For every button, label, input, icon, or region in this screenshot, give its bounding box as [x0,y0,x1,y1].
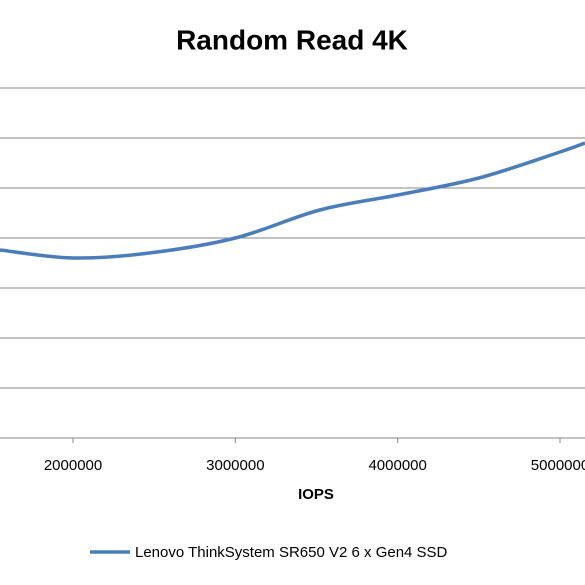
x-tick-label: 3000000 [206,457,264,474]
legend-label: Lenovo ThinkSystem SR650 V2 6 x Gen4 SSD [135,544,448,561]
x-tick-label: 5000000 [531,457,585,474]
series-line [0,141,585,260]
x-axis-label: IOPS [298,486,334,503]
x-tick-label: 4000000 [368,457,426,474]
x-tick-label: 2000000 [44,457,102,474]
chart-title: Random Read 4K [176,24,408,55]
